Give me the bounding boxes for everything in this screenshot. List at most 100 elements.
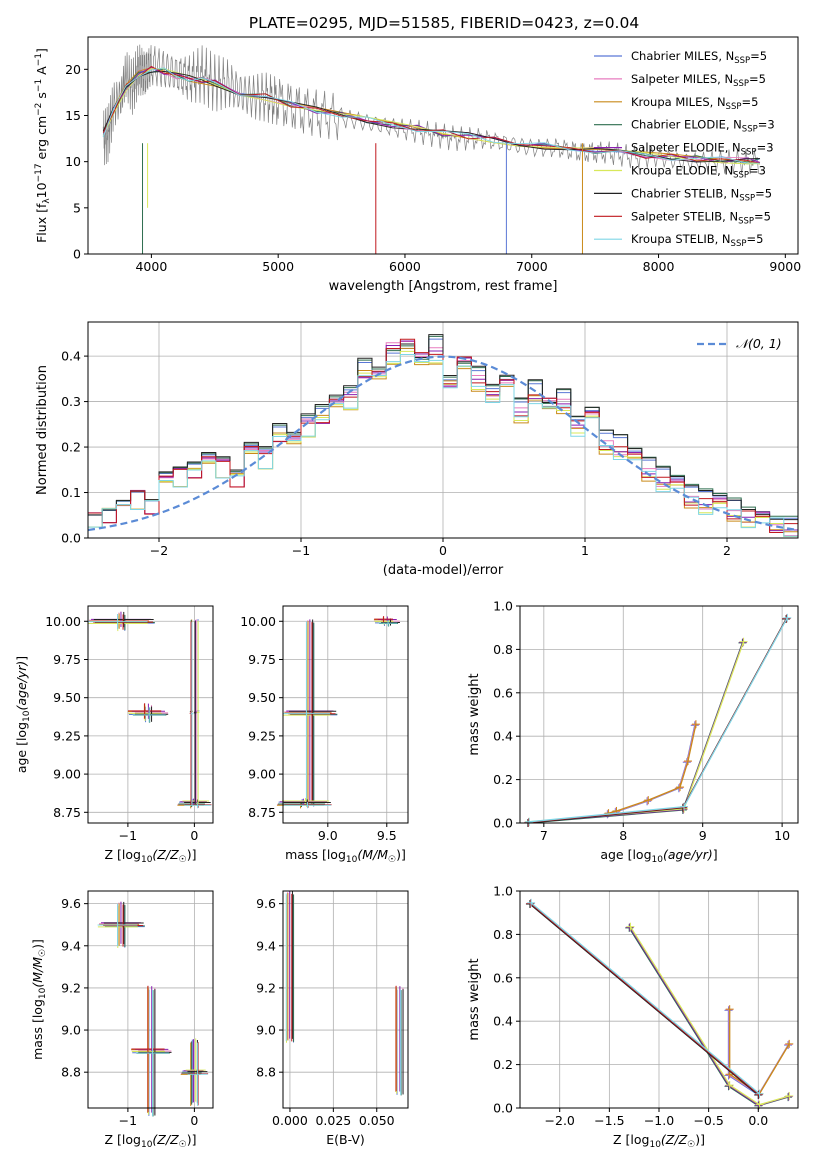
y-tick-label: 1.0 [493, 884, 513, 899]
y-tick-label: 9.00 [53, 767, 81, 782]
y-tick-label: 0.2 [493, 1057, 513, 1072]
y-axis-label: Normed distribution [35, 365, 50, 495]
y-tick-label: 0.2 [61, 440, 81, 455]
x-tick-label: −1.5 [594, 1113, 624, 1128]
x-axis-label: (data-model)/error [383, 563, 504, 578]
y-tick-label: 10 [65, 154, 81, 169]
weight-vs-age-panel: 7 8 9 10 0.0 0.2 0.4 0.6 0.8 1.0 mass weight age [l… [467, 599, 799, 865]
y-tick-label: 0.4 [61, 349, 81, 364]
x-tick-label: 0.0 [748, 1113, 768, 1128]
y-tick-label: 0.0 [493, 816, 513, 831]
y-tick-label: 9.50 [248, 690, 276, 705]
y-tick-label: 0.2 [493, 772, 513, 787]
x-tick-label: 6000 [389, 259, 421, 274]
normal-curve [87, 355, 799, 532]
x-axis-label: Z [log10(Z/Z☉)] [105, 1132, 197, 1150]
y-tick-label: 8.8 [256, 1065, 276, 1080]
weight-vs-metallicity-panel: −2.0 −1.5 −1.0 −0.5 0.0 0.0 0.2 0.4 0.6 0.8 1.0 mas… [467, 884, 799, 1150]
residuals-panel: −2 −1 0 1 2 0.0 0.1 0.2 0.3 0.4 (data-model)/error… [35, 321, 799, 578]
y-tick-label: 5 [73, 200, 81, 215]
y-tick-label: 1.0 [493, 599, 513, 614]
data-spectrum-line [102, 44, 759, 175]
y-tick-label: 0.3 [61, 394, 81, 409]
y-axis-label: mass [log10(M/M☉)] [30, 939, 48, 1060]
x-tick-label: 5000 [262, 259, 294, 274]
mass-vs-metallicity-panel: −1 0 8.8 9.0 9.2 9.4 9.6 Z [log10(Z/Z☉)] mass [l… [30, 890, 214, 1150]
x-tick-label: 9.0 [318, 828, 338, 843]
y-tick-label: 9.4 [256, 938, 276, 953]
weight-line [629, 926, 790, 1106]
axes-frame [282, 890, 409, 1109]
x-tick-label: −1 [119, 828, 137, 843]
x-axis-label: age [log10(age/yr)] [600, 847, 717, 865]
y-tick-label: 9.6 [256, 896, 276, 911]
y-tick-label: 20 [65, 62, 81, 77]
y-tick-label: 8.8 [61, 1065, 81, 1080]
spectrum-panel: 4000 5000 6000 7000 8000 9000 0 5 10 15 20 waveleng… [34, 36, 801, 294]
y-tick-label: 9.0 [61, 1023, 81, 1038]
y-axis-label: mass weight [467, 958, 482, 1040]
y-tick-label: 0.0 [493, 1101, 513, 1116]
weight-line [530, 902, 760, 1095]
x-tick-label: −1 [292, 543, 310, 558]
y-axis-label: Flux [fλ10−17 erg cm−2 s−1 A−1] [34, 48, 52, 243]
legend-label: Chabrier MILES, NSSP=5 [631, 49, 767, 66]
y-tick-label: 9.25 [248, 728, 276, 743]
y-tick-label: 9.00 [248, 767, 276, 782]
x-tick-label: 0.050 [359, 1113, 395, 1128]
figure-title: PLATE=0295, MJD=51585, FIBERID=0423, z=0… [249, 14, 639, 32]
x-tick-label: −1 [119, 1113, 137, 1128]
axes-frame [519, 605, 799, 824]
legend-label: Kroupa STELIB, NSSP=5 [631, 232, 763, 249]
x-tick-label: 9 [699, 828, 707, 843]
x-tick-label: 0 [190, 828, 198, 843]
x-tick-label: 4000 [135, 259, 167, 274]
y-tick-label: 8.75 [53, 805, 81, 820]
x-axis-label: wavelength [Angstrom, rest frame] [329, 279, 558, 294]
y-tick-label: 10.00 [45, 614, 81, 629]
histogram-step-9 [88, 354, 798, 537]
x-tick-label: 8000 [643, 259, 675, 274]
x-tick-label: 1 [581, 543, 589, 558]
age-vs-mass-panel: 9.0 9.5 8.75 9.00 9.25 9.50 9.75 10.00 mass [log… [240, 605, 409, 865]
legend-label: Salpeter STELIB, NSSP=5 [631, 209, 771, 226]
axes-frame [87, 36, 799, 255]
y-tick-label: 9.25 [53, 728, 81, 743]
legend-label: Chabrier ELODIE, NSSP=3 [631, 118, 775, 135]
y-tick-label: 9.2 [61, 980, 81, 995]
x-tick-label: −0.5 [693, 1113, 723, 1128]
x-axis-label: Z [log10(Z/Z☉)] [105, 847, 197, 865]
y-axis-label: mass weight [467, 673, 482, 755]
legend-label: Kroupa MILES, NSSP=5 [631, 95, 758, 112]
x-tick-label: 9.5 [377, 828, 397, 843]
x-tick-label: −2.0 [545, 1113, 575, 1128]
weight-line [530, 902, 760, 1095]
x-tick-label: −2 [150, 543, 168, 558]
x-tick-label: 0 [190, 1113, 198, 1128]
y-tick-label: 0.0 [61, 531, 81, 546]
y-tick-label: 9.50 [53, 690, 81, 705]
y-tick-label: 9.4 [61, 938, 81, 953]
y-tick-label: 10.00 [240, 614, 276, 629]
axes-frame [87, 605, 214, 824]
y-tick-label: 9.0 [256, 1023, 276, 1038]
weight-line [529, 617, 788, 823]
x-tick-label: 0.025 [315, 1113, 351, 1128]
x-tick-label: 0.000 [272, 1113, 308, 1128]
x-tick-label: 2 [723, 543, 731, 558]
legend-label: Salpeter ELODIE, NSSP=3 [631, 141, 774, 158]
y-tick-label: 0 [73, 247, 81, 262]
y-tick-label: 9.75 [53, 652, 81, 667]
x-tick-label: 8 [619, 828, 627, 843]
weight-line [629, 926, 789, 1106]
x-tick-label: −1.0 [644, 1113, 674, 1128]
legend-label: 𝒩(0, 1) [736, 336, 782, 351]
axes-frame [282, 605, 409, 824]
model-line-8 [102, 65, 761, 164]
x-tick-label: 9000 [769, 259, 801, 274]
model-line-9 [102, 67, 760, 164]
x-tick-label: 0 [439, 543, 447, 558]
x-axis-label: Z [log10(Z/Z☉)] [613, 1132, 705, 1150]
y-tick-label: 0.1 [61, 485, 81, 500]
